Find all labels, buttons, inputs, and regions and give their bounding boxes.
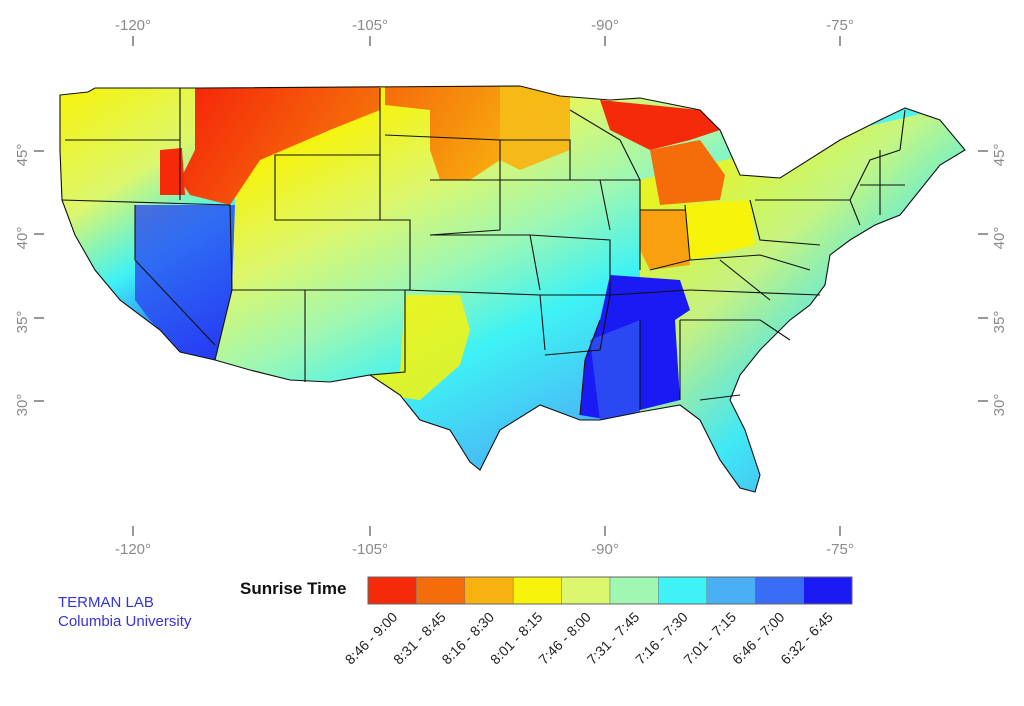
tick-lat-35-right: 35° (991, 311, 1008, 334)
latitude-ticks-left: 45° 40° 35° 30° (14, 144, 44, 417)
tick-lon-105-top: -105° (352, 17, 388, 34)
legend-swatch (512, 576, 562, 605)
credit-lab-name: TERMAN LAB (58, 594, 154, 611)
latitude-ticks-right: 45° 40° 35° 30° (978, 144, 1008, 417)
legend-outline (367, 576, 853, 605)
tick-lon-120-top: -120° (115, 17, 151, 34)
tick-lon-90-top: -90° (591, 17, 619, 34)
legend-label: 6:32 - 6:45 (777, 609, 836, 668)
legend-swatch (367, 576, 417, 605)
legend-swatch (609, 576, 659, 605)
tick-lon-75-top: -75° (826, 17, 854, 34)
legend-swatch (706, 576, 756, 605)
map-fill (60, 86, 965, 492)
tick-lon-105-bottom: -105° (352, 541, 388, 558)
legend-labels: 8:46 - 9:008:31 - 8:458:16 - 8:308:01 - … (342, 609, 836, 668)
tick-lon-75-bottom: -75° (826, 541, 854, 558)
longitude-ticks-top: -120° -105° -90° -75° (115, 17, 854, 46)
tick-lat-45-right: 45° (991, 144, 1008, 167)
credit-university: Columbia University (58, 613, 192, 630)
tick-lat-30-left: 30° (14, 394, 31, 417)
legend-swatch (416, 576, 466, 605)
tick-lat-40-left: 40° (14, 227, 31, 250)
legend-swatch (561, 576, 611, 605)
legend-swatch (658, 576, 708, 605)
legend-swatch (803, 576, 853, 605)
legend-color-bar (367, 576, 853, 605)
tick-lat-45-left: 45° (14, 144, 31, 167)
state-boundaries (59, 85, 966, 493)
tick-lon-90-bottom: -90° (591, 541, 619, 558)
tick-lat-40-right: 40° (991, 227, 1008, 250)
tick-lat-30-right: 30° (991, 394, 1008, 417)
legend-swatch (464, 576, 514, 605)
tick-lon-120-bottom: -120° (115, 541, 151, 558)
tick-lat-35-left: 35° (14, 311, 31, 334)
legend-title: Sunrise Time (240, 579, 347, 598)
legend-swatch (754, 576, 804, 605)
longitude-ticks-bottom: -120° -105° -90° -75° (115, 526, 854, 558)
